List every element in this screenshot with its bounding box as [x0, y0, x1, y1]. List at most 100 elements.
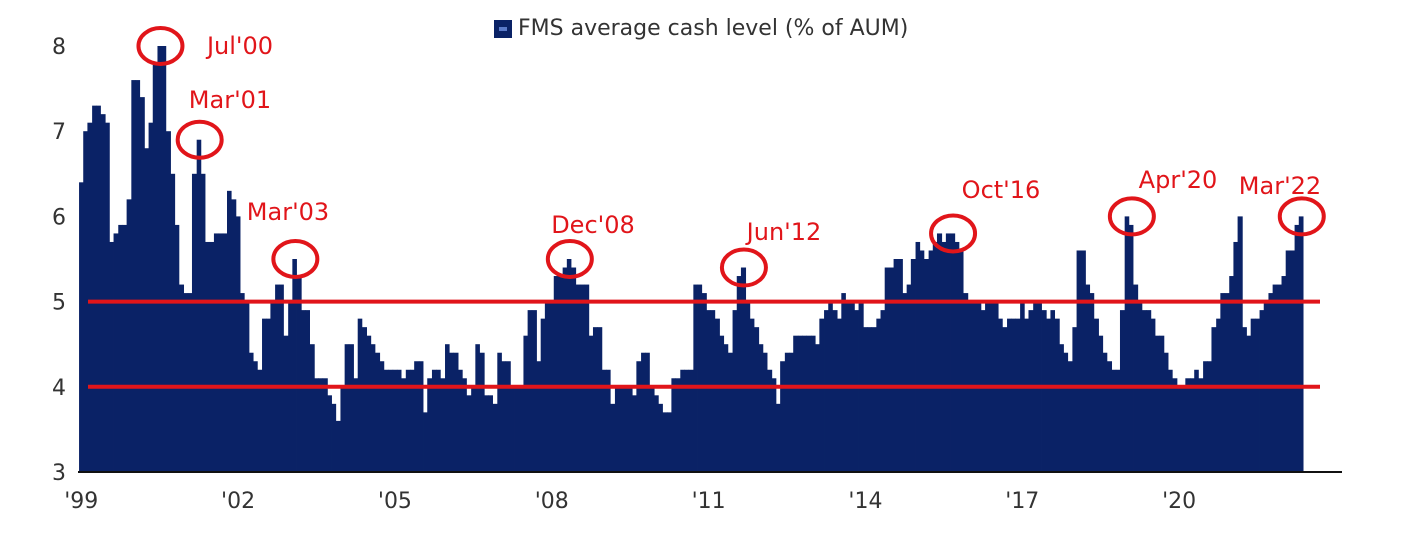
bar [806, 335, 812, 472]
x-tick-label: '05 [378, 489, 412, 514]
bar [919, 250, 925, 472]
bar [1198, 378, 1204, 472]
bar [954, 241, 960, 472]
bar [789, 352, 794, 472]
bar [553, 276, 559, 472]
y-tick-label: 5 [52, 291, 66, 316]
bar [732, 310, 738, 472]
bar [614, 386, 620, 472]
bar [266, 318, 271, 472]
bar [383, 369, 389, 472]
bar [693, 284, 698, 472]
bar [557, 276, 564, 472]
x-tick-label: '99 [64, 489, 98, 514]
bar [453, 352, 459, 472]
bar [610, 403, 616, 472]
bar [431, 369, 437, 472]
bar [1072, 327, 1077, 472]
bar [880, 310, 886, 472]
bar [484, 395, 489, 472]
bar [1168, 369, 1173, 472]
bar [231, 199, 237, 473]
bar [488, 395, 493, 472]
bar [923, 259, 930, 472]
bar [815, 344, 820, 472]
bar [1176, 386, 1182, 472]
bar [654, 395, 659, 472]
bar [592, 327, 598, 472]
bar [893, 259, 899, 472]
bar [492, 403, 498, 472]
bar [1041, 310, 1047, 472]
bar [139, 97, 145, 473]
bar [1155, 335, 1160, 472]
bar [1002, 327, 1008, 472]
bar [222, 233, 228, 472]
annotation-circle [1107, 196, 1156, 237]
bar [958, 250, 964, 472]
bar [1203, 361, 1208, 472]
bar [1229, 276, 1234, 472]
bar [109, 241, 114, 472]
bar [889, 267, 894, 472]
bar [1224, 293, 1230, 472]
bar [1281, 276, 1287, 472]
bar [322, 378, 328, 472]
bar [1119, 310, 1126, 472]
bar [327, 395, 332, 472]
bar [793, 335, 799, 472]
bar [1268, 293, 1274, 472]
bar [841, 293, 846, 472]
bar [727, 352, 733, 472]
bar [497, 352, 502, 472]
bar [100, 114, 106, 472]
bar [335, 420, 341, 472]
bar [701, 293, 707, 472]
bar [1024, 318, 1029, 472]
bar [518, 386, 524, 472]
bar [353, 378, 359, 472]
bar [775, 403, 781, 472]
bar [675, 378, 681, 472]
bar [83, 131, 88, 472]
bar [183, 293, 189, 472]
bar [196, 139, 202, 472]
bar [1211, 327, 1217, 472]
bar [1124, 216, 1130, 472]
bar [641, 352, 646, 472]
annotation-label: Oct'16 [962, 176, 1041, 204]
annotation-label: Dec'08 [551, 211, 635, 239]
bar [1098, 335, 1104, 472]
x-tick-label: '11 [692, 489, 726, 514]
bar [436, 369, 441, 472]
bar [331, 403, 337, 472]
bar [1063, 352, 1069, 472]
bar [1076, 250, 1082, 472]
bar [135, 80, 141, 472]
x-tick-label: '08 [535, 489, 569, 514]
bar [876, 318, 881, 472]
annotation-circle [1277, 196, 1326, 237]
bar [1298, 216, 1304, 472]
bar [122, 224, 128, 472]
bar [1106, 361, 1113, 472]
bar [527, 310, 533, 472]
bar [105, 122, 110, 473]
bar [740, 267, 747, 472]
bar [588, 335, 594, 472]
bar [1141, 310, 1147, 472]
bar [636, 361, 642, 472]
bar [714, 318, 720, 472]
bar [361, 327, 367, 472]
bar [1242, 327, 1247, 472]
bar [863, 327, 868, 472]
bar [418, 361, 424, 472]
bar [619, 386, 624, 472]
bar [1163, 352, 1169, 472]
bar [405, 369, 411, 472]
bar [1150, 318, 1156, 472]
bar [370, 344, 376, 472]
bar [187, 293, 193, 472]
bar [257, 369, 263, 472]
bar [126, 199, 132, 473]
